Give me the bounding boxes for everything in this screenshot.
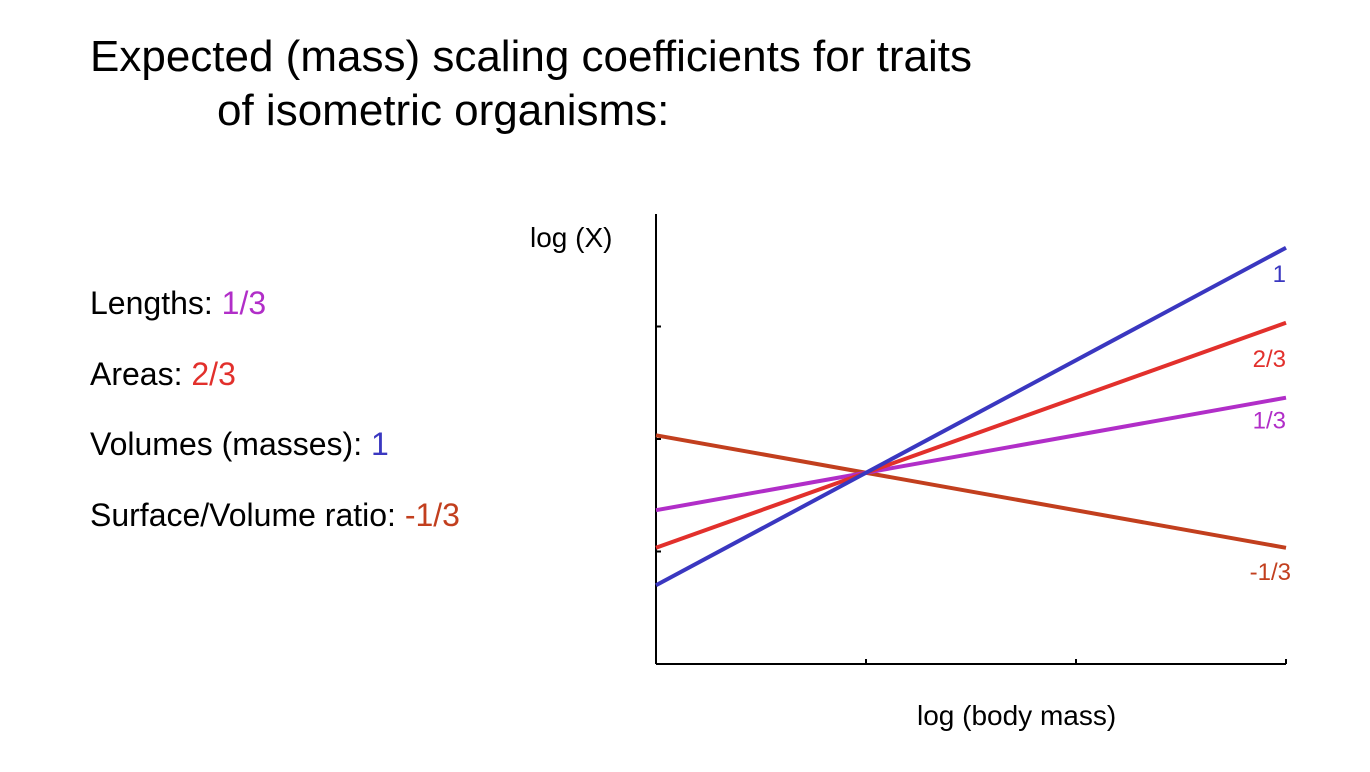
series-end-label: -1/3 [1250, 559, 1291, 586]
legend-name: Surface/Volume ratio: [90, 497, 396, 533]
series-end-label: 1/3 [1253, 408, 1286, 435]
series-line-2neg-of-3 [655, 320, 1287, 550]
series-end-label: 2/3 [1253, 346, 1286, 373]
y-axis-label: log (X) [530, 222, 613, 253]
legend-value: 1/3 [221, 285, 267, 321]
legend-name: Lengths: [90, 285, 213, 321]
series-line-neg-1-of-3 [655, 433, 1287, 550]
legend-name: Volumes (masses): [90, 426, 363, 462]
slide-title-line1: Expected (mass) scaling coefficients for… [90, 32, 972, 81]
legend-value: 1 [370, 426, 389, 462]
legend-item-surface-volume: Surface/Volume ratio: -1/3 [90, 496, 460, 534]
legend-item-volumes: Volumes (masses): 1 [90, 425, 389, 463]
series-end-label: 1 [1273, 261, 1286, 288]
legend-item-areas: Areas: 2/3 [90, 355, 236, 393]
legend-item-lengths: Lengths: 1/3 [90, 284, 266, 322]
legend-name: Areas: [90, 356, 183, 392]
series-line-1neg-of-3 [655, 395, 1287, 513]
series-line-1 [655, 245, 1287, 588]
legend-value: 2/3 [191, 356, 236, 392]
x-axis-label: log (body mass) [917, 700, 1117, 731]
legend-value: -1/3 [404, 497, 460, 533]
slide-title: Expected (mass) scaling coefficients for… [90, 30, 972, 138]
slide-title-line2: of isometric organisms: [217, 86, 670, 135]
